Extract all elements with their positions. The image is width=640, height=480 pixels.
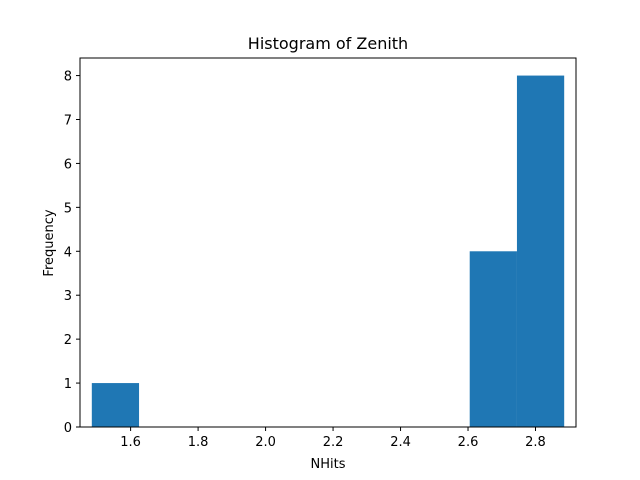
y-tick-label: 2: [64, 333, 72, 348]
y-tick-label: 3: [64, 289, 72, 304]
histogram-bar: [469, 251, 517, 427]
y-tick-label: 5: [64, 201, 72, 216]
plot-frame: [79, 57, 577, 428]
x-tick-label: 2.4: [390, 435, 411, 450]
y-tick-label: 6: [64, 157, 72, 172]
x-tick-label: 2.8: [525, 435, 546, 450]
x-tick-label: 2.2: [323, 435, 344, 450]
x-tick-label: 1.6: [120, 435, 141, 450]
y-tick-label: 1: [64, 377, 72, 392]
histogram-bar: [91, 383, 140, 427]
x-tick-label: 2.6: [458, 435, 479, 450]
x-axis-label: NHits: [311, 457, 346, 472]
histogram-bar: [516, 75, 565, 428]
chart-title: Histogram of Zenith: [248, 34, 408, 53]
y-tick-label: 0: [64, 421, 72, 436]
bars-layer: [91, 75, 565, 428]
axes-layer: 1.6 1.8 2.0 2.2 2.4 2.6 2.8 0 1 2 3 4 5 6 7 8: [64, 57, 577, 450]
y-axis-label: Frequency: [42, 209, 57, 276]
y-tick-label: 7: [64, 114, 72, 129]
x-tick-label: 1.8: [188, 435, 209, 450]
y-tick-label: 8: [64, 70, 72, 85]
x-tick-label: 2.0: [255, 435, 276, 450]
y-tick-label: 4: [64, 245, 72, 260]
